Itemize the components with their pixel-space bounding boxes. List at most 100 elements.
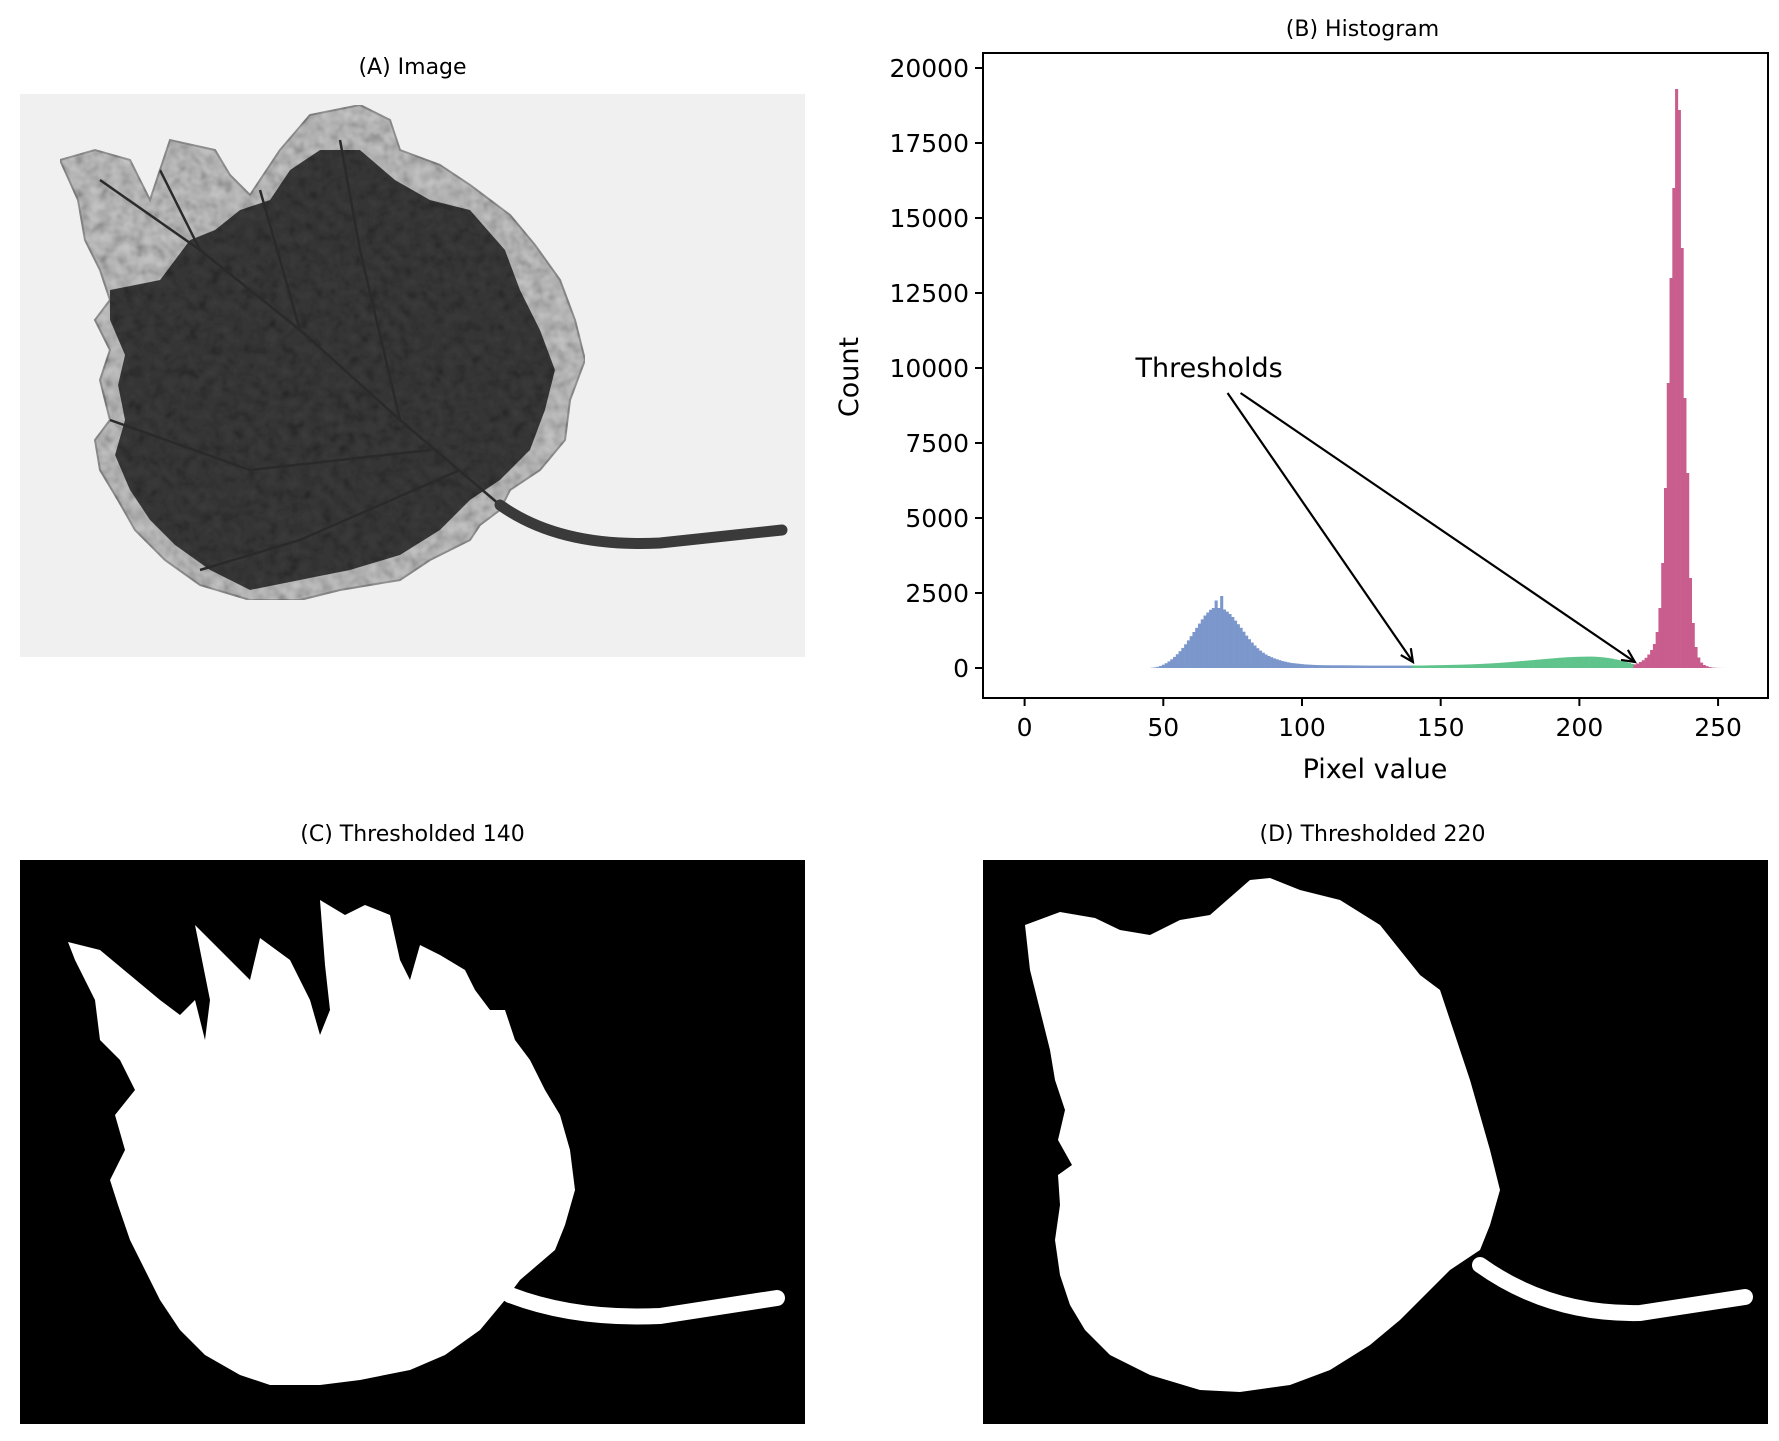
histogram-bar [1583, 656, 1587, 668]
histogram-bar [1544, 658, 1548, 668]
plot-frame [982, 52, 1769, 699]
histogram-bar [1650, 650, 1654, 668]
histogram-bar [1314, 665, 1318, 668]
histogram-bar [1663, 488, 1668, 668]
histogram-bar [1408, 665, 1412, 668]
histogram-bar [1688, 578, 1693, 668]
histogram-bar [1322, 665, 1326, 668]
histogram-bar [1444, 665, 1448, 668]
histogram-bar [1475, 664, 1479, 668]
histogram-bar [1220, 596, 1224, 668]
histogram-bar [1461, 664, 1465, 668]
histogram-bar [1702, 665, 1706, 668]
histogram-bar [1344, 665, 1349, 668]
y-tick-label: 7500 [905, 429, 969, 458]
histogram-bar [1658, 608, 1662, 668]
histogram-bar [1652, 644, 1656, 668]
histogram-bar [1275, 659, 1279, 668]
y-tick-label: 10000 [889, 354, 969, 383]
histogram-bar [1447, 664, 1451, 668]
histogram-bar [1234, 620, 1238, 668]
histogram-bar [1677, 110, 1681, 668]
histogram-bar [1164, 663, 1168, 668]
histogram-bar [1300, 664, 1304, 668]
histogram-bar [1633, 664, 1637, 668]
histogram-bar [1467, 664, 1471, 668]
histogram-bar [1397, 665, 1401, 668]
histogram-bar [1281, 661, 1285, 668]
histogram-bar [1206, 612, 1210, 668]
histogram-bar [1428, 665, 1432, 668]
histogram-bar [1367, 665, 1371, 668]
histogram-bar [1547, 658, 1551, 668]
histogram-bar [1511, 661, 1515, 668]
threshold-220-arrowhead [1620, 649, 1637, 664]
histogram-bar [1694, 647, 1698, 668]
histogram-bar [1289, 662, 1293, 668]
y-tick-label: 17500 [889, 129, 969, 158]
histogram-bar [1361, 665, 1365, 668]
histogram-bar [1492, 663, 1496, 668]
histogram-bar [1566, 657, 1570, 668]
histogram-bar [1486, 663, 1490, 668]
histogram-bar [1242, 631, 1246, 668]
histogram-bar [1250, 642, 1254, 668]
histogram-bar [1253, 645, 1257, 668]
histogram-bar [1594, 656, 1598, 668]
histogram-bar [1616, 659, 1620, 668]
histogram-bar [1705, 666, 1709, 668]
histogram-bar [1156, 666, 1160, 668]
histogram-bar [1561, 657, 1565, 668]
histogram-bar [1494, 663, 1498, 668]
histogram-bar [1264, 654, 1268, 668]
histogram-bar [1425, 665, 1429, 668]
histogram-bar [1625, 662, 1629, 668]
histogram-bar [1497, 662, 1501, 668]
histogram-bar [1430, 665, 1435, 668]
histogram-bar [1522, 660, 1526, 668]
x-axis-ticks: 0 50 100 150 200 250 [1017, 698, 1742, 742]
histogram-bar [1569, 657, 1573, 668]
histogram-bar [1514, 661, 1518, 668]
histogram-bar [1661, 563, 1665, 668]
x-tick-label: 50 [1147, 713, 1179, 742]
histogram-bar [1325, 665, 1329, 668]
histogram-bar [1683, 398, 1687, 668]
histogram-bar [1480, 663, 1484, 668]
histogram-bar [1525, 660, 1529, 668]
histogram-bar [1386, 665, 1390, 668]
thresholds-annotation: Thresholds [1135, 353, 1637, 665]
histogram-bar [1597, 656, 1601, 668]
y-axis-ticks: 0 2500 5000 7500 10000 12500 15000 17500 20000 [889, 54, 983, 683]
histogram-bar [1186, 640, 1190, 668]
threshold-140-arrowhead [1400, 647, 1415, 665]
histogram-bar [1178, 651, 1182, 668]
histogram-bar [1411, 665, 1415, 668]
histogram-bar [1489, 663, 1493, 668]
histogram-bar [1519, 661, 1523, 668]
y-tick-label: 5000 [905, 504, 969, 533]
histogram-bar [1308, 664, 1313, 668]
histogram-bar [1458, 664, 1462, 668]
thresholds-annotation-text: Thresholds [1135, 353, 1283, 384]
y-tick-label: 20000 [889, 54, 969, 83]
histogram-bar [1272, 658, 1276, 668]
histogram-bar [1464, 664, 1468, 668]
histogram-bar [1644, 657, 1648, 668]
x-tick-label: 100 [1278, 713, 1326, 742]
histogram-bar [1672, 188, 1676, 668]
histogram-bar [1389, 665, 1393, 668]
histogram-bar [1483, 663, 1487, 668]
histogram-bar [1339, 665, 1343, 668]
mask-c-leaf [68, 900, 575, 1385]
histogram-bar [1258, 650, 1263, 668]
histogram-bar [1436, 665, 1440, 668]
histogram-bar [1167, 661, 1171, 668]
histogram-bar [1214, 600, 1218, 668]
histogram-bar [1267, 656, 1271, 668]
histogram-bar [1577, 656, 1582, 668]
histogram-bar [1353, 665, 1357, 668]
histogram-bar [1378, 665, 1382, 668]
histogram-bar [1636, 663, 1640, 668]
mask-d-stem [1472, 1257, 1753, 1322]
